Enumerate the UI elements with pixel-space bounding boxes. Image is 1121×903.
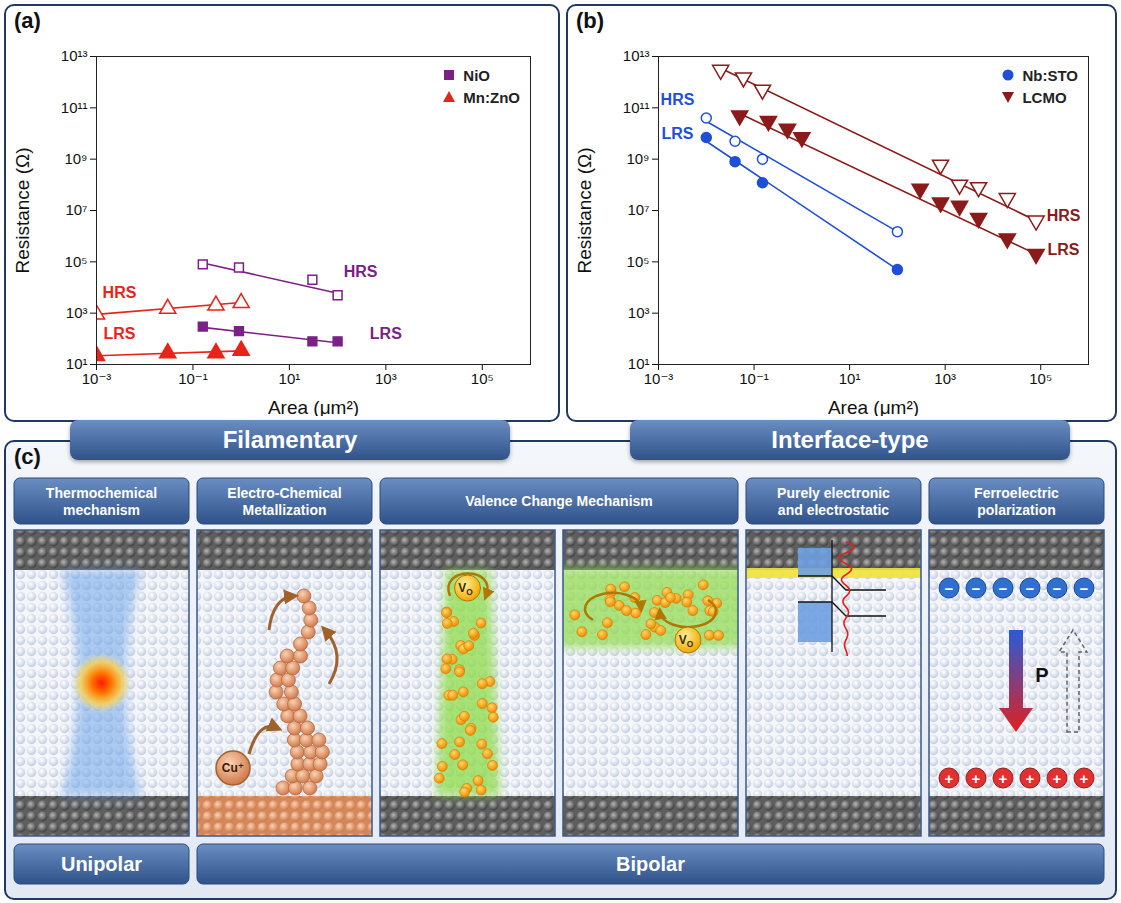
- svg-text:Area (μm²): Area (μm²): [828, 397, 919, 417]
- svg-text:10⁵: 10⁵: [65, 253, 88, 270]
- svg-text:Cu⁺: Cu⁺: [222, 761, 244, 775]
- html-text:(a): (a): [14, 8, 41, 33]
- svg-text:10⁹: 10⁹: [626, 150, 649, 167]
- svg-text:10⁻³: 10⁻³: [644, 370, 674, 387]
- svg-text:10⁵: 10⁵: [1029, 370, 1052, 387]
- svg-text:+: +: [1053, 770, 1062, 787]
- svg-text:Thermochemical: Thermochemical: [46, 485, 157, 501]
- svg-text:Unipolar: Unipolar: [61, 853, 142, 875]
- svg-text:10⁷: 10⁷: [627, 201, 649, 218]
- svg-text:+: +: [945, 770, 954, 787]
- svg-text:10⁻¹: 10⁻¹: [739, 370, 769, 387]
- svg-text:HRS: HRS: [344, 263, 378, 280]
- svg-text:HRS: HRS: [103, 284, 137, 301]
- svg-text:Area (μm²): Area (μm²): [268, 397, 359, 417]
- svg-text:−: −: [1080, 580, 1089, 597]
- svg-text:Electro-Chemical: Electro-Chemical: [227, 485, 341, 501]
- svg-text:Resistance (Ω): Resistance (Ω): [574, 147, 595, 273]
- svg-text:VO: VO: [458, 581, 473, 597]
- html-text:Nb:STO: Nb:STO: [1022, 66, 1078, 84]
- svg-text:+: +: [1026, 770, 1035, 787]
- svg-text:+: +: [999, 770, 1008, 787]
- svg-text:Purely electronic: Purely electronic: [777, 485, 890, 501]
- svg-text:mechanism: mechanism: [63, 502, 140, 518]
- svg-text:10¹¹: 10¹¹: [623, 99, 650, 116]
- html-text:LCMO: LCMO: [1022, 88, 1067, 106]
- svg-text:+: +: [972, 770, 981, 787]
- svg-text:−: −: [945, 580, 954, 597]
- svg-text:−: −: [1053, 580, 1062, 597]
- svg-text:and electrostatic: and electrostatic: [778, 502, 889, 518]
- svg-text:10³: 10³: [628, 304, 650, 321]
- svg-text:LRS: LRS: [1048, 241, 1080, 258]
- svg-text:10⁷: 10⁷: [65, 201, 87, 218]
- svg-text:10⁻³: 10⁻³: [82, 370, 112, 387]
- svg-text:Valence Change Mechanism: Valence Change Mechanism: [465, 493, 653, 509]
- svg-text:10⁹: 10⁹: [64, 150, 87, 167]
- svg-text:LRS: LRS: [662, 125, 694, 142]
- svg-text:10¹¹: 10¹¹: [61, 99, 88, 116]
- svg-text:polarization: polarization: [977, 502, 1056, 518]
- html-text:(b): (b): [576, 8, 605, 33]
- svg-text:10¹: 10¹: [627, 355, 650, 373]
- svg-text:10¹³: 10¹³: [623, 47, 650, 64]
- svg-text:−: −: [972, 580, 981, 597]
- svg-text:+: +: [1080, 770, 1089, 787]
- html-text:(c): (c): [14, 444, 41, 469]
- svg-text:10¹: 10¹: [65, 355, 88, 373]
- svg-text:10³: 10³: [375, 370, 397, 387]
- html-text:Interface-type: Interface-type: [771, 426, 929, 453]
- svg-text:Ferroelectric: Ferroelectric: [974, 485, 1059, 501]
- svg-text:10¹: 10¹: [279, 370, 301, 387]
- svg-text:HRS: HRS: [661, 91, 695, 108]
- svg-text:10³: 10³: [934, 370, 956, 387]
- svg-text:Metallization: Metallization: [242, 502, 326, 518]
- svg-text:LRS: LRS: [370, 325, 402, 342]
- svg-text:VO: VO: [679, 633, 694, 649]
- svg-text:HRS: HRS: [1047, 207, 1081, 224]
- svg-text:P: P: [1035, 664, 1048, 686]
- svg-text:10¹: 10¹: [839, 370, 861, 387]
- svg-text:10⁻¹: 10⁻¹: [178, 370, 208, 387]
- svg-text:10¹³: 10¹³: [61, 47, 88, 64]
- svg-text:10⁵: 10⁵: [627, 253, 650, 270]
- svg-text:−: −: [999, 580, 1008, 597]
- svg-text:−: −: [1026, 580, 1035, 597]
- svg-text:Resistance (Ω): Resistance (Ω): [12, 147, 33, 273]
- svg-text:LRS: LRS: [104, 325, 136, 342]
- svg-text:10³: 10³: [66, 304, 88, 321]
- html-text:NiO: NiO: [463, 66, 490, 84]
- html-text:Filamentary: Filamentary: [222, 426, 358, 453]
- svg-text:Bipolar: Bipolar: [616, 853, 685, 875]
- svg-text:10⁵: 10⁵: [471, 370, 494, 387]
- html-text:Mn:ZnO: Mn:ZnO: [463, 88, 520, 106]
